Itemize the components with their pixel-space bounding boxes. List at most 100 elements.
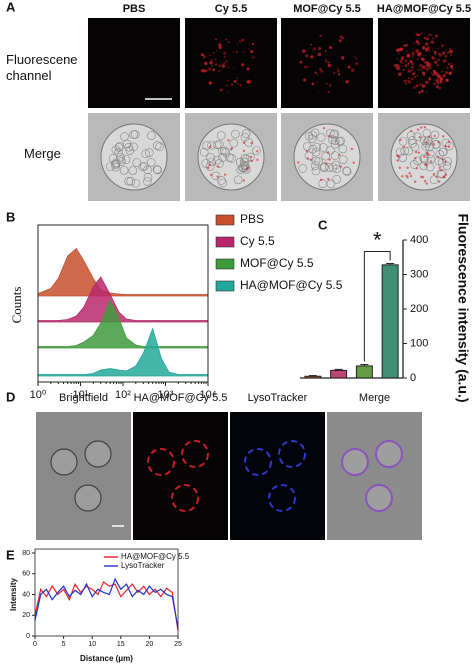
histogram-area — [37, 327, 209, 377]
signal-dot — [226, 84, 228, 87]
signal-dot — [214, 63, 218, 66]
signal-dot — [434, 34, 439, 38]
cell — [316, 133, 326, 142]
cell — [244, 448, 272, 476]
signal-dot — [233, 67, 235, 69]
cell — [236, 165, 245, 175]
signal-dot — [336, 69, 340, 73]
cell — [413, 132, 422, 142]
column-header: Cy 5.5 — [215, 3, 247, 15]
signal-dot — [434, 60, 438, 64]
signal-dot — [436, 48, 439, 50]
signal-dot — [418, 135, 421, 139]
signal-dot — [436, 64, 439, 67]
signal-dot — [324, 50, 327, 52]
signal-dot — [236, 44, 238, 46]
x-axis-label: Distance (μm) — [80, 654, 133, 663]
signal-dot — [297, 161, 300, 164]
cell — [74, 484, 102, 512]
cell — [126, 177, 136, 186]
cell — [205, 162, 215, 171]
x-tick-label: 10³ — [158, 389, 174, 401]
plot-frame — [34, 548, 179, 637]
signal-dot — [221, 64, 226, 68]
signal-dot — [401, 175, 404, 178]
cell — [324, 163, 334, 172]
signal-dot — [415, 32, 419, 36]
y-tick-label: 400 — [410, 234, 428, 246]
signal-dot — [208, 81, 212, 85]
signal-dot — [426, 152, 430, 155]
signal-dot — [445, 78, 449, 82]
x-tick-label: 0 — [33, 641, 37, 648]
signal-dot — [399, 138, 402, 142]
signal-dot — [424, 55, 427, 57]
signal-dot — [312, 47, 317, 51]
signal-dot — [303, 65, 307, 69]
cell — [332, 175, 342, 184]
signal-dot — [425, 182, 428, 185]
fluorescence-image — [281, 18, 373, 108]
signal-dot — [250, 159, 253, 163]
cell — [422, 138, 432, 148]
signal-dot — [202, 54, 207, 59]
signal-dot — [333, 71, 336, 74]
signal-dot — [230, 147, 234, 150]
signal-dot — [396, 154, 400, 158]
cell — [116, 155, 125, 164]
signal-dot — [340, 56, 345, 60]
signal-dot — [414, 156, 417, 160]
signal-dot — [444, 49, 447, 51]
signal-dot — [449, 64, 454, 69]
signal-dot — [305, 54, 309, 58]
signal-dot — [406, 70, 408, 72]
signal-dot — [246, 67, 249, 70]
signal-dot — [404, 59, 408, 62]
cell — [413, 156, 422, 166]
bar — [381, 264, 399, 379]
column-header: LysoTracker — [248, 392, 308, 404]
signal-dot — [248, 48, 250, 50]
signal-dot — [209, 173, 213, 177]
signal-dot — [445, 71, 449, 75]
panel-label: C — [318, 217, 328, 232]
x-tick-label: 10⁴ — [200, 389, 217, 401]
signal-dot — [428, 65, 432, 70]
signal-dot — [436, 80, 439, 84]
cell — [408, 139, 418, 148]
signal-dot — [423, 61, 427, 64]
signal-dot — [305, 150, 309, 153]
y-tick-label: 40 — [22, 591, 30, 598]
signal-dot — [218, 46, 222, 50]
cell — [220, 146, 229, 156]
signal-dot — [423, 155, 426, 159]
signal-dot — [410, 69, 413, 72]
bar — [355, 365, 373, 379]
signal-dot — [200, 68, 205, 73]
column-header: HA@MOF@Cy 5.5 — [377, 3, 471, 15]
cell — [229, 138, 239, 148]
signal-dot — [413, 72, 416, 75]
signal-dot — [440, 169, 443, 172]
cell — [330, 139, 340, 149]
signal-dot — [252, 42, 255, 46]
signal-dot — [420, 126, 423, 129]
signal-dot — [225, 38, 228, 41]
cell — [218, 153, 227, 162]
signal-dot — [435, 175, 438, 178]
signal-dot — [413, 42, 416, 45]
bar — [304, 375, 322, 379]
signal-dot — [411, 56, 413, 59]
signal-dot — [405, 174, 408, 177]
signal-dot — [329, 46, 332, 50]
signal-dot — [352, 161, 355, 164]
cell — [199, 147, 209, 157]
signal-dot — [442, 51, 446, 55]
cell — [430, 130, 440, 140]
cell — [152, 165, 162, 174]
signal-dot — [446, 51, 450, 54]
signal-dot — [219, 88, 223, 92]
cell — [375, 440, 403, 468]
cell — [153, 165, 162, 175]
cell — [398, 137, 408, 146]
